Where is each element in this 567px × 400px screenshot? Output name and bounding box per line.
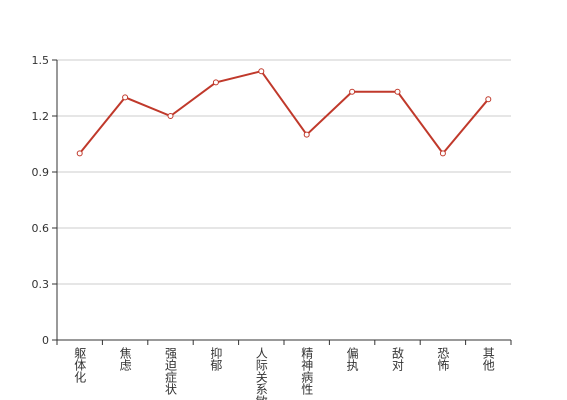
x-tick-label: 精神病性 [300,347,314,396]
point [258,68,265,75]
x-tick-label: 躯体化 [73,346,87,384]
x-tick-label: 其他 [481,347,495,371]
line [78,70,490,155]
x-tick-label: 恐怖 [436,347,450,371]
x-tick-label: 焦虑 [118,347,132,371]
point [76,150,83,157]
y-tick-label: 0.9 [32,166,50,179]
x-tick-label: 人际关系敏感 [254,347,268,400]
point [394,88,401,95]
y-tick-label: 1.5 [32,54,50,67]
point [212,79,219,86]
y-tick-label: 0.3 [32,278,50,291]
x-tick-label: 强迫症状 [164,347,178,395]
x-tick-label: 偏执 [345,346,359,372]
point [167,113,174,119]
x-tick-label: 抑郁 [209,346,223,372]
x-tick-label: 敌对 [391,346,405,371]
point [439,150,446,157]
y-tick-label: 0 [42,334,49,347]
y-tick-label: 0.6 [32,222,50,235]
point [122,94,129,101]
point [349,88,356,95]
y-tick-label: 1.2 [32,110,50,123]
point [303,131,310,138]
point [485,96,492,103]
